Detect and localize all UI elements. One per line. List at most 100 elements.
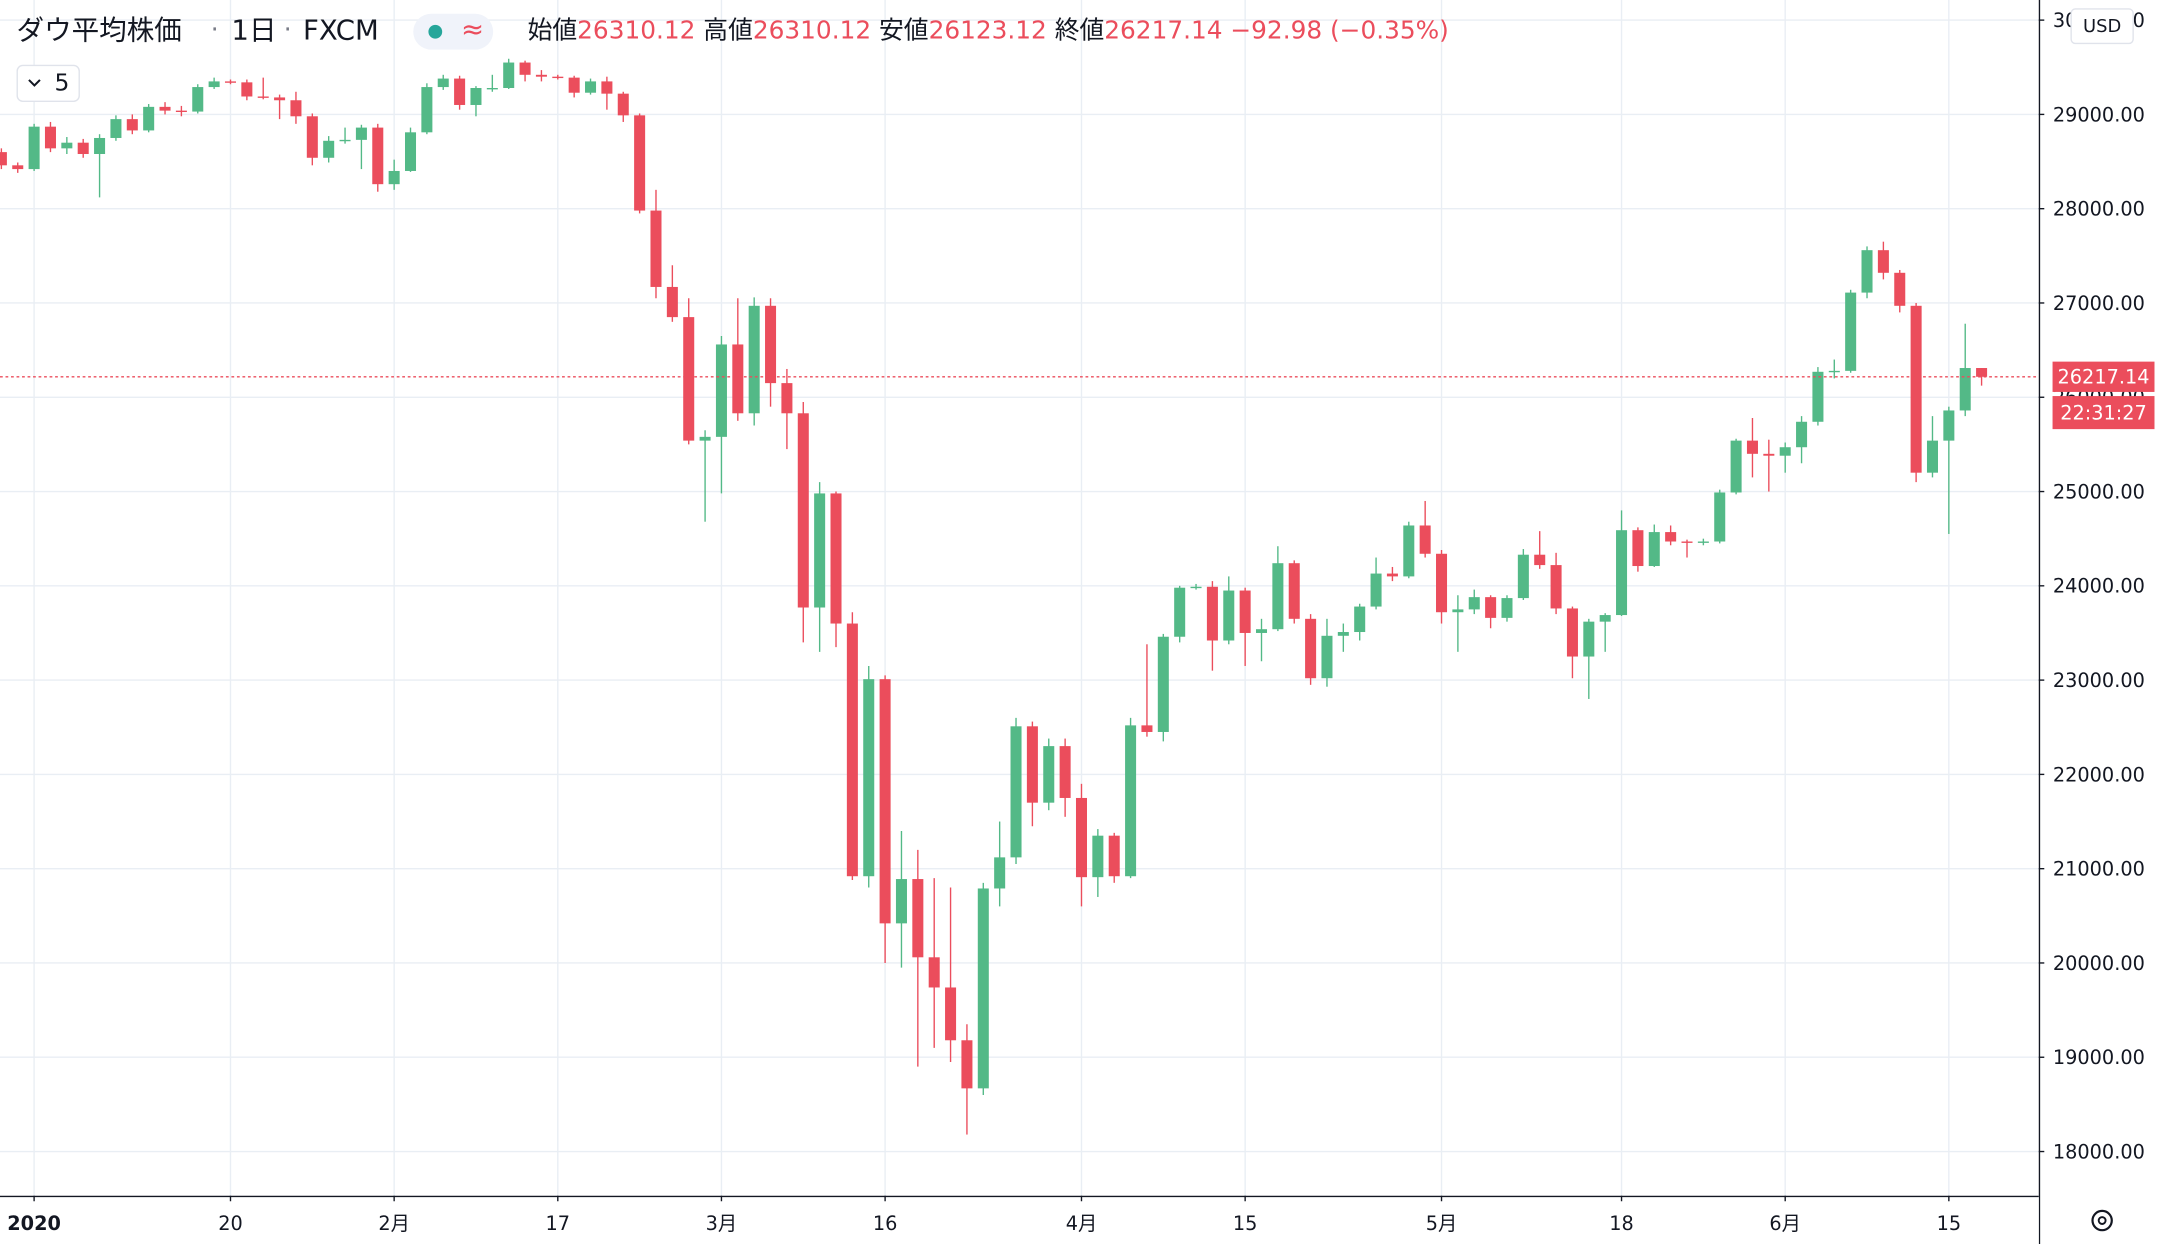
- candle-body: [1812, 371, 1824, 422]
- candle-body: [666, 286, 678, 318]
- change-percent: (−0.35%): [1330, 16, 1449, 45]
- candle-body: [372, 127, 384, 185]
- candle-body: [306, 116, 318, 158]
- candle-body: [1877, 250, 1889, 273]
- interval[interactable]: 1日: [231, 15, 276, 47]
- candle-body: [241, 82, 253, 97]
- x-tick-label: 15: [1233, 1212, 1258, 1235]
- candle-body: [1665, 532, 1677, 542]
- x-tick-label: 3月: [706, 1212, 738, 1235]
- candle-body: [1059, 746, 1071, 798]
- candle-body: [94, 137, 106, 155]
- candle-body: [1910, 305, 1922, 473]
- candle-body: [126, 119, 138, 131]
- ohlc-value: 26217.14: [1104, 16, 1222, 45]
- currency-button[interactable]: [2070, 8, 2134, 45]
- candle-body: [1730, 440, 1742, 493]
- candle-body: [846, 623, 858, 877]
- studies-toggle[interactable]: [16, 64, 80, 102]
- status-pill[interactable]: [413, 13, 494, 50]
- currency[interactable]: USD: [2083, 16, 2121, 37]
- candle-body: [895, 879, 907, 924]
- candle-body: [1141, 725, 1153, 732]
- studies-count[interactable]: 5: [55, 69, 70, 97]
- last-price-badge: [2052, 361, 2155, 392]
- x-tick-label: 4月: [1066, 1212, 1098, 1235]
- x-tick-label: 2月: [378, 1212, 410, 1235]
- candle-body: [1828, 370, 1840, 373]
- candle-body: [1697, 541, 1709, 543]
- candle-body: [1796, 421, 1808, 448]
- candle-body: [617, 93, 629, 116]
- candle-body: [1125, 725, 1137, 877]
- candle-body: [961, 1040, 973, 1089]
- candle-body: [257, 96, 269, 98]
- candle-body: [1485, 597, 1497, 618]
- candle-body: [421, 87, 433, 133]
- x-tick-label: 20: [218, 1212, 243, 1235]
- price-axis: [2038, 0, 2160, 1244]
- candle-body: [1845, 292, 1857, 371]
- source: FXCM: [303, 15, 379, 47]
- candle-body: [1174, 587, 1186, 637]
- candle-body: [1452, 609, 1464, 613]
- candle-body: [1010, 726, 1022, 858]
- x-tick-label: 5月: [1426, 1212, 1458, 1235]
- candle-body: [683, 317, 695, 441]
- candle-body: [405, 132, 417, 171]
- candle-body: [994, 857, 1006, 889]
- ohlc-label: 始値: [528, 16, 578, 45]
- y-tick-label: 27000.00: [2053, 292, 2145, 315]
- candle-body: [928, 957, 940, 988]
- candle-body: [1403, 525, 1415, 577]
- candle-body: [1632, 530, 1644, 567]
- candle-body: [1714, 492, 1726, 542]
- candle-body: [1026, 726, 1038, 803]
- x-tick-label: 17: [546, 1212, 571, 1235]
- candle-body: [1943, 410, 1955, 441]
- candle-body: [1763, 453, 1775, 456]
- candle-body: [830, 493, 842, 624]
- ohlc-value: 26123.12: [929, 16, 1047, 45]
- candle-body: [1959, 368, 1971, 411]
- gear[interactable]: [2091, 1209, 2113, 1232]
- countdown-label: 22:31:27: [2060, 401, 2147, 424]
- candle-body: [1550, 565, 1562, 609]
- candle-body: [0, 152, 7, 166]
- candle-body: [552, 76, 564, 79]
- candle-body: [748, 305, 760, 414]
- ohlc-value: 26310.12: [753, 16, 871, 45]
- candle-body: [568, 77, 580, 93]
- candle-body: [1501, 598, 1513, 618]
- market-status-icon: [428, 24, 443, 39]
- candle-body: [1288, 563, 1300, 619]
- countdown-badge: [2052, 396, 2155, 430]
- candle-body: [61, 142, 73, 149]
- candle-body: [650, 210, 662, 287]
- gear-hub[interactable]: [2097, 1216, 2107, 1225]
- candle-body: [1206, 586, 1218, 641]
- candle-body: [1583, 621, 1595, 657]
- candle-body: [77, 142, 89, 155]
- y-tick-label: 23000.00: [2053, 669, 2145, 692]
- candle-body: [1681, 541, 1693, 543]
- candle-body: [192, 87, 204, 112]
- candle-body: [1517, 554, 1529, 599]
- candle-body: [1239, 590, 1251, 633]
- candle-body: [585, 81, 597, 93]
- candle-body: [1926, 440, 1938, 473]
- candle-body: [699, 436, 711, 441]
- candle-body: [1779, 447, 1791, 456]
- settings-icon[interactable]: [2091, 1209, 2113, 1232]
- candle-body: [1272, 563, 1284, 630]
- candle-body: [388, 170, 400, 185]
- candle-body: [781, 383, 793, 414]
- candle-body: [1108, 835, 1120, 877]
- candle-body: [110, 119, 122, 138]
- candle-body: [732, 344, 744, 414]
- y-tick-label: 28000.00: [2053, 198, 2145, 221]
- candle-body: [1861, 250, 1873, 293]
- candle-body: [814, 493, 826, 608]
- candle-body: [12, 165, 24, 170]
